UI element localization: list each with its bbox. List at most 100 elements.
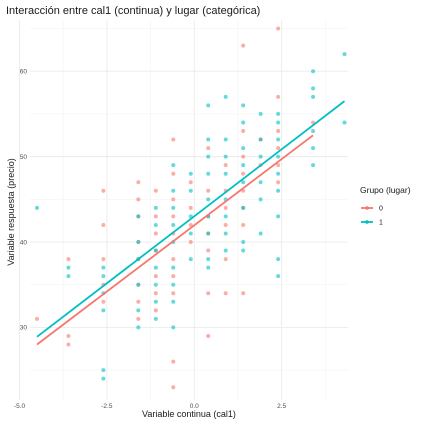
x-tick-label: 0.0	[190, 403, 199, 410]
point-group-0	[276, 146, 281, 151]
point-group-0	[171, 385, 176, 390]
point-group-1	[153, 222, 158, 227]
point-group-1	[258, 197, 263, 202]
point-group-1	[101, 376, 106, 381]
point-group-1	[206, 231, 211, 236]
point-group-0	[223, 257, 228, 262]
point-group-1	[276, 154, 281, 159]
legend-label-1: 1	[379, 220, 383, 227]
point-group-1	[171, 188, 176, 193]
point-group-0	[241, 129, 246, 134]
point-group-1	[223, 248, 228, 253]
point-group-1	[153, 316, 158, 321]
point-group-1	[276, 214, 281, 219]
point-group-1	[206, 103, 211, 108]
point-group-1	[311, 94, 316, 99]
point-group-0	[136, 180, 141, 185]
point-group-1	[206, 197, 211, 202]
point-group-0	[206, 333, 211, 338]
point-group-0	[241, 171, 246, 176]
point-group-1	[171, 163, 176, 168]
y-axis-title: Variable respuesta (precio)	[6, 158, 16, 265]
point-group-0	[153, 231, 158, 236]
point-group-0	[171, 197, 176, 202]
point-group-0	[188, 205, 193, 210]
point-group-0	[153, 188, 158, 193]
point-group-0	[101, 299, 106, 304]
legend-items: 01	[361, 206, 383, 227]
point-group-1	[153, 282, 158, 287]
point-group-1	[188, 171, 193, 176]
point-group-1	[241, 163, 246, 168]
point-group-1	[241, 240, 246, 245]
point-group-1	[171, 222, 176, 227]
point-group-0	[136, 197, 141, 202]
x-tick-label: 2.5	[277, 403, 286, 410]
point-group-1	[206, 137, 211, 142]
point-group-1	[276, 120, 281, 125]
point-group-1	[34, 205, 39, 210]
point-group-1	[342, 52, 347, 57]
point-group-1	[276, 274, 281, 279]
point-group-1	[101, 368, 106, 373]
point-group-0	[206, 291, 211, 296]
point-group-0	[241, 154, 246, 159]
point-group-0	[276, 94, 281, 99]
point-group-0	[66, 342, 71, 347]
chart-title: Interacción entre cal1 (continua) y luga…	[6, 5, 260, 17]
point-group-0	[153, 214, 158, 219]
x-tick-label: -5.0	[14, 403, 26, 410]
point-group-1	[171, 265, 176, 270]
point-group-1	[223, 231, 228, 236]
point-group-1	[206, 171, 211, 176]
legend-key-point-1	[365, 220, 369, 224]
point-group-1	[188, 231, 193, 236]
grid-minor	[30, 20, 348, 400]
point-group-0	[171, 291, 176, 296]
point-group-0	[153, 291, 158, 296]
point-group-0	[101, 188, 106, 193]
legend-label-0: 0	[379, 206, 383, 213]
point-group-1	[101, 265, 106, 270]
point-group-1	[66, 274, 71, 279]
point-group-1	[66, 265, 71, 270]
y-tick-label: 40	[20, 239, 28, 246]
y-tick-label: 30	[20, 325, 28, 332]
point-group-0	[276, 163, 281, 168]
point-group-0	[66, 257, 71, 262]
legend: Grupo (lugar) 01	[360, 185, 411, 227]
point-group-1	[311, 69, 316, 74]
point-group-1	[241, 103, 246, 108]
point-group-1	[136, 325, 141, 330]
point-group-1	[258, 231, 263, 236]
point-group-1	[223, 214, 228, 219]
point-group-0	[188, 240, 193, 245]
fit-line-group-0	[36, 134, 314, 346]
point-group-1	[188, 188, 193, 193]
point-group-1	[171, 325, 176, 330]
point-group-1	[223, 94, 228, 99]
x-tick-labels: -5.0 -2.5 0.0 2.5	[14, 403, 287, 410]
point-group-0	[206, 146, 211, 151]
point-group-1	[153, 299, 158, 304]
point-group-1	[276, 111, 281, 116]
point-group-1	[258, 111, 263, 116]
point-group-1	[258, 137, 263, 142]
point-group-0	[241, 43, 246, 48]
point-group-1	[342, 120, 347, 125]
point-group-0	[223, 222, 228, 227]
point-group-0	[206, 248, 211, 253]
point-group-1	[171, 282, 176, 287]
y-tick-label: 60	[20, 69, 28, 76]
point-group-0	[241, 291, 246, 296]
point-group-0	[223, 163, 228, 168]
point-group-1	[171, 205, 176, 210]
point-group-1	[223, 137, 228, 142]
point-group-1	[136, 308, 141, 313]
point-group-0	[171, 214, 176, 219]
point-group-0	[171, 274, 176, 279]
point-group-0	[171, 257, 176, 262]
point-group-1	[311, 163, 316, 168]
point-group-1	[241, 180, 246, 185]
point-group-1	[206, 265, 211, 270]
